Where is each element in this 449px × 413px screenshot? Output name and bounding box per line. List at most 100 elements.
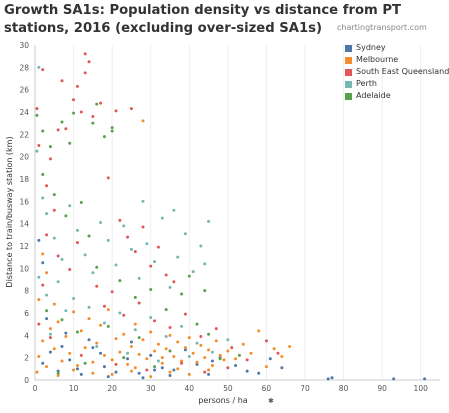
data-point[interactable] bbox=[75, 228, 79, 232]
data-point[interactable] bbox=[87, 305, 91, 309]
data-point[interactable] bbox=[249, 351, 253, 355]
data-point[interactable] bbox=[191, 270, 195, 274]
data-point[interactable] bbox=[160, 361, 164, 365]
data-point[interactable] bbox=[41, 252, 45, 256]
data-point[interactable] bbox=[137, 336, 141, 340]
data-point[interactable] bbox=[272, 347, 276, 351]
data-point[interactable] bbox=[68, 351, 72, 355]
data-point[interactable] bbox=[207, 372, 211, 376]
legend-item[interactable]: Adelaide bbox=[345, 90, 449, 102]
data-point[interactable] bbox=[330, 376, 334, 380]
data-point[interactable] bbox=[41, 339, 45, 343]
data-point[interactable] bbox=[145, 242, 149, 246]
data-point[interactable] bbox=[230, 346, 234, 350]
data-point[interactable] bbox=[257, 371, 261, 375]
data-point[interactable] bbox=[423, 377, 427, 381]
data-point[interactable] bbox=[156, 245, 160, 249]
data-point[interactable] bbox=[172, 208, 176, 212]
data-point[interactable] bbox=[137, 276, 141, 280]
data-point[interactable] bbox=[180, 359, 184, 363]
data-point[interactable] bbox=[122, 224, 126, 228]
data-point[interactable] bbox=[226, 338, 230, 342]
data-point[interactable] bbox=[79, 110, 83, 114]
data-point[interactable] bbox=[164, 273, 168, 277]
data-point[interactable] bbox=[183, 348, 187, 352]
data-point[interactable] bbox=[48, 350, 52, 354]
data-point[interactable] bbox=[207, 348, 211, 352]
data-point[interactable] bbox=[110, 358, 114, 362]
data-point[interactable] bbox=[160, 356, 164, 360]
data-point[interactable] bbox=[95, 341, 99, 345]
data-point[interactable] bbox=[210, 363, 214, 367]
data-point[interactable] bbox=[137, 301, 141, 305]
data-point[interactable] bbox=[91, 346, 95, 350]
data-point[interactable] bbox=[114, 362, 118, 366]
data-point[interactable] bbox=[68, 358, 72, 362]
data-point[interactable] bbox=[106, 176, 110, 180]
data-point[interactable] bbox=[91, 114, 95, 118]
data-point[interactable] bbox=[176, 367, 180, 371]
data-point[interactable] bbox=[172, 368, 176, 372]
data-point[interactable] bbox=[207, 368, 211, 372]
data-point[interactable] bbox=[168, 285, 172, 289]
data-point[interactable] bbox=[195, 360, 199, 364]
data-point[interactable] bbox=[199, 334, 203, 338]
data-point[interactable] bbox=[141, 338, 145, 342]
data-point[interactable] bbox=[145, 368, 149, 372]
data-point[interactable] bbox=[83, 52, 87, 56]
data-point[interactable] bbox=[45, 317, 49, 321]
data-point[interactable] bbox=[183, 346, 187, 350]
data-point[interactable] bbox=[214, 339, 218, 343]
data-point[interactable] bbox=[195, 341, 199, 345]
legend-item[interactable]: Perth bbox=[345, 78, 449, 90]
data-point[interactable] bbox=[118, 350, 122, 354]
data-point[interactable] bbox=[72, 296, 76, 300]
data-point[interactable] bbox=[35, 370, 39, 374]
data-point[interactable] bbox=[64, 334, 68, 338]
data-point[interactable] bbox=[176, 340, 180, 344]
data-point[interactable] bbox=[168, 333, 172, 337]
data-point[interactable] bbox=[102, 321, 106, 325]
data-point[interactable] bbox=[106, 375, 110, 379]
data-point[interactable] bbox=[180, 292, 184, 296]
data-point[interactable] bbox=[126, 362, 130, 366]
data-point[interactable] bbox=[79, 200, 83, 204]
data-point[interactable] bbox=[153, 319, 157, 323]
data-point[interactable] bbox=[72, 310, 76, 314]
data-point[interactable] bbox=[56, 128, 60, 132]
data-point[interactable] bbox=[45, 184, 49, 188]
data-point[interactable] bbox=[99, 221, 103, 225]
data-point[interactable] bbox=[60, 345, 64, 348]
data-point[interactable] bbox=[60, 79, 64, 83]
data-point[interactable] bbox=[56, 371, 60, 375]
data-point[interactable] bbox=[218, 353, 222, 357]
data-point[interactable] bbox=[145, 357, 149, 361]
data-point[interactable] bbox=[102, 365, 106, 369]
data-point[interactable] bbox=[79, 372, 83, 376]
data-point[interactable] bbox=[48, 157, 52, 161]
data-point[interactable] bbox=[326, 377, 330, 381]
data-point[interactable] bbox=[56, 254, 60, 258]
data-point[interactable] bbox=[214, 327, 218, 331]
data-point[interactable] bbox=[48, 145, 52, 149]
data-point[interactable] bbox=[133, 322, 137, 326]
data-point[interactable] bbox=[102, 135, 106, 139]
data-point[interactable] bbox=[156, 359, 160, 363]
data-point[interactable] bbox=[133, 295, 137, 299]
data-point[interactable] bbox=[68, 204, 72, 208]
data-point[interactable] bbox=[110, 290, 114, 294]
data-point[interactable] bbox=[64, 331, 68, 335]
data-point[interactable] bbox=[129, 345, 133, 348]
data-point[interactable] bbox=[56, 280, 60, 284]
data-point[interactable] bbox=[110, 372, 114, 376]
data-point[interactable] bbox=[180, 324, 184, 328]
data-point[interactable] bbox=[45, 293, 49, 297]
data-point[interactable] bbox=[195, 322, 199, 326]
data-point[interactable] bbox=[106, 324, 110, 328]
data-point[interactable] bbox=[41, 196, 45, 200]
data-point[interactable] bbox=[87, 338, 91, 342]
data-point[interactable] bbox=[45, 233, 49, 237]
data-point[interactable] bbox=[68, 141, 72, 145]
data-point[interactable] bbox=[106, 308, 110, 312]
data-point[interactable] bbox=[203, 262, 207, 266]
